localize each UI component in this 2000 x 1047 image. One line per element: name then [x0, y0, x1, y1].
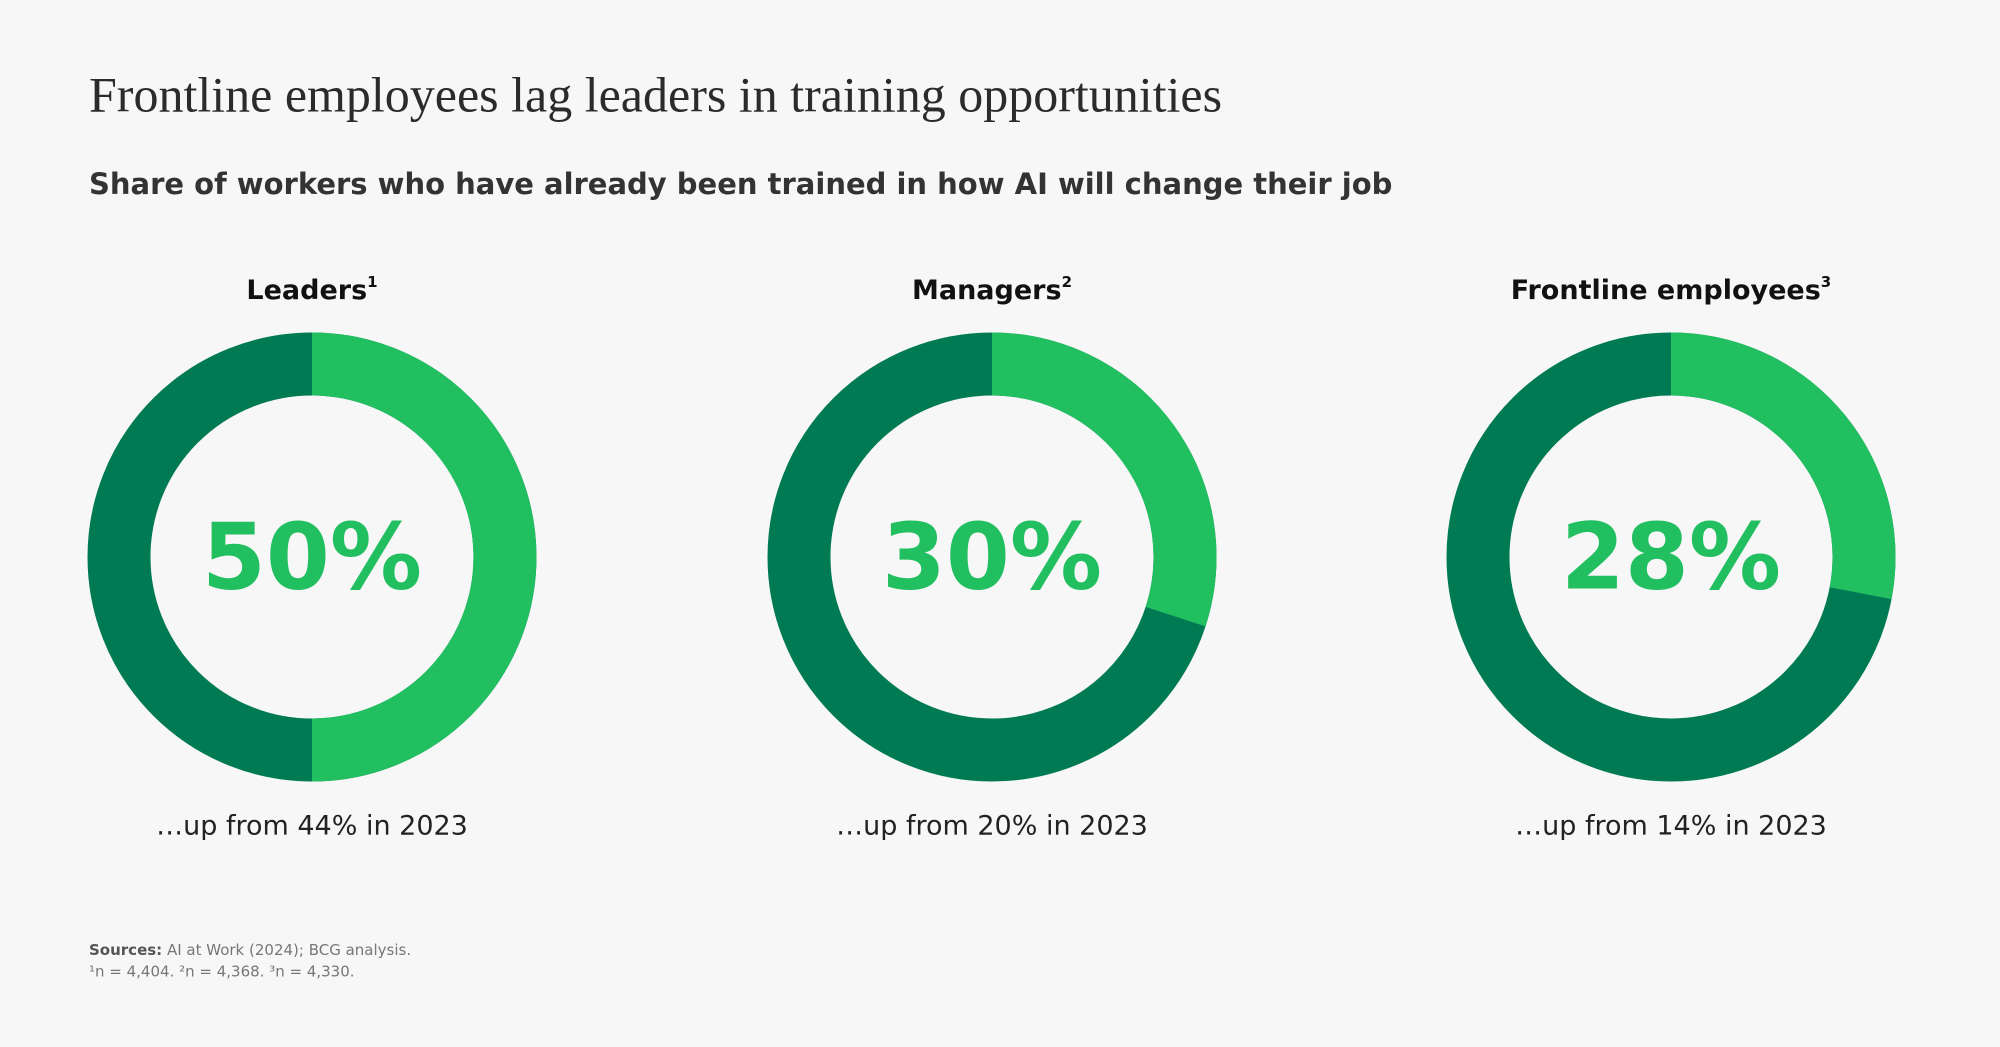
center-label: 28%: [1561, 504, 1781, 611]
chart-title: Leaders1: [246, 273, 377, 306]
donut-note: …up from 44% in 2023: [156, 811, 468, 842]
donut-note: …up from 14% in 2023: [1515, 811, 1827, 842]
page-title: Frontline employees lag leaders in train…: [89, 66, 1222, 122]
sources: Sources: AI at Work (2024); BCG analysis…: [89, 941, 411, 959]
page-subtitle: Share of workers who have already been t…: [89, 167, 1392, 201]
donut-segment: [1670, 332, 1896, 600]
chart-title-text: Frontline employees: [1511, 275, 1821, 306]
sources-label: Sources:: [89, 941, 162, 959]
chart-title-text: Managers: [912, 275, 1062, 306]
title-superscript: 3: [1821, 273, 1831, 291]
footnote: ¹n = 4,404. ²n = 4,368. ³n = 4,330.: [89, 963, 355, 981]
chart-title: Frontline employees3: [1511, 273, 1831, 306]
sources-text: AI at Work (2024); BCG analysis.: [167, 941, 411, 959]
donut-segment: [991, 332, 1217, 627]
chart-title: Managers2: [912, 273, 1072, 306]
donut-segment: [311, 332, 537, 782]
chart-title-text: Leaders: [246, 275, 367, 306]
donut-note: …up from 20% in 2023: [836, 811, 1148, 842]
center-label: 30%: [882, 504, 1102, 611]
center-label: 50%: [202, 504, 422, 611]
title-superscript: 2: [1062, 273, 1072, 291]
title-superscript: 1: [367, 273, 377, 291]
